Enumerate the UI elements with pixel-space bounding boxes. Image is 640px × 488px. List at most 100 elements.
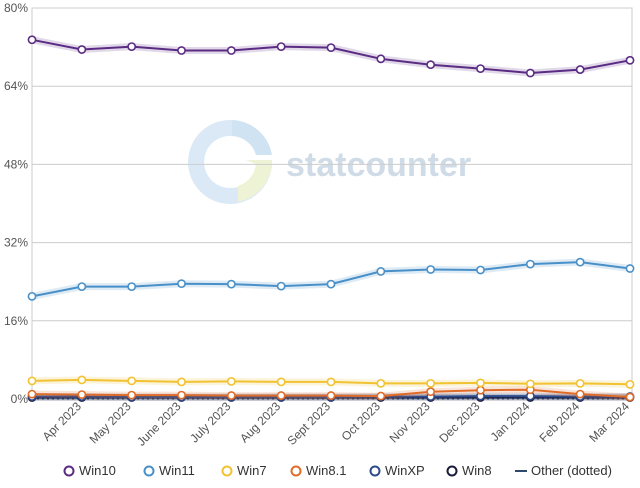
plot-border	[31, 7, 633, 400]
data-point[interactable]	[27, 376, 37, 386]
data-point[interactable]	[625, 392, 635, 402]
x-tick-label: Apr 2023	[40, 399, 85, 444]
legend-item[interactable]: WinXP	[369, 463, 425, 478]
data-point[interactable]	[525, 379, 535, 389]
legend-label: Win10	[79, 463, 116, 478]
data-point[interactable]	[77, 390, 87, 400]
statcounter-logo-icon	[188, 119, 273, 204]
x-tick-label: Oct 2023	[339, 399, 384, 444]
y-tick-label: 80%	[4, 1, 28, 15]
legend-item[interactable]: Win7	[221, 463, 267, 478]
data-point[interactable]	[575, 378, 585, 388]
legend-marker-icon	[446, 465, 458, 477]
legend-label: Win8	[462, 463, 492, 478]
data-point[interactable]	[426, 60, 436, 70]
y-axis: 0% 16% 32% 48% 64% 80%	[4, 1, 28, 406]
data-point[interactable]	[426, 378, 436, 388]
legend-marker-icon	[290, 465, 302, 477]
data-point[interactable]	[276, 377, 286, 387]
legend-item[interactable]: Other (dotted)	[515, 463, 612, 478]
data-point[interactable]	[376, 391, 386, 401]
data-point[interactable]	[376, 267, 386, 276]
legend-item[interactable]: Win10	[63, 463, 116, 478]
data-point[interactable]	[326, 391, 336, 400]
data-point[interactable]	[226, 377, 236, 386]
series-win10	[27, 35, 635, 78]
data-point[interactable]	[127, 42, 137, 52]
series-win7	[27, 375, 635, 389]
data-point[interactable]	[476, 64, 485, 74]
data-point[interactable]	[276, 42, 286, 52]
data-point[interactable]	[326, 43, 336, 52]
legend-marker-icon	[221, 465, 233, 477]
data-point[interactable]	[226, 391, 236, 400]
data-point[interactable]	[27, 35, 37, 45]
data-point[interactable]	[476, 265, 485, 275]
data-point[interactable]	[177, 279, 186, 289]
series-line	[31, 261, 631, 298]
watermark-text: statcounter	[286, 146, 471, 184]
x-tick-label: Nov 2023	[387, 399, 433, 445]
data-point[interactable]	[27, 291, 37, 301]
x-tick-label: May 2023	[87, 399, 134, 446]
data-point[interactable]	[326, 377, 336, 387]
data-point[interactable]	[525, 68, 535, 78]
data-point[interactable]	[276, 281, 286, 291]
grid	[31, 7, 633, 400]
data-point[interactable]	[77, 45, 87, 54]
x-tick-label: July 2023	[187, 399, 233, 445]
data-point[interactable]	[127, 282, 137, 291]
x-tick-label: Sept 2023	[285, 399, 334, 448]
legend-marker-icon	[143, 465, 155, 477]
legend-marker-icon	[63, 465, 75, 477]
data-point[interactable]	[226, 279, 236, 289]
data-point[interactable]	[226, 46, 236, 55]
x-tick-label: Feb 2024	[537, 399, 583, 445]
data-point[interactable]	[376, 378, 386, 388]
series-group	[27, 35, 635, 402]
legend[interactable]: Win10 Win11 Win7 Win8.1 WinXP Win8 Other (dott…	[63, 463, 612, 478]
x-tick-label: Dec 2023	[436, 399, 482, 445]
legend-label: WinXP	[385, 463, 425, 478]
data-point[interactable]	[77, 375, 87, 385]
data-point[interactable]	[77, 282, 87, 291]
data-point[interactable]	[575, 257, 585, 267]
y-tick-label: 16%	[4, 314, 28, 328]
data-point[interactable]	[27, 389, 37, 399]
legend-label: Win7	[237, 463, 267, 478]
data-point[interactable]	[426, 387, 436, 397]
legend-item[interactable]: Win11	[143, 463, 195, 478]
data-point[interactable]	[177, 377, 186, 387]
x-tick-label: Aug 2023	[237, 399, 283, 445]
data-point[interactable]	[177, 46, 186, 55]
legend-label: Win8.1	[306, 463, 346, 478]
data-point[interactable]	[127, 376, 137, 386]
x-axis: Apr 2023 May 2023 June 2023 July 2023 Aug 20…	[40, 399, 633, 449]
legend-marker-icon	[369, 465, 381, 477]
data-point[interactable]	[575, 389, 585, 399]
y-tick-label: 48%	[4, 157, 28, 171]
data-point[interactable]	[127, 390, 137, 400]
y-tick-label: 0%	[11, 392, 29, 406]
data-point[interactable]	[476, 385, 485, 395]
data-point[interactable]	[625, 55, 635, 65]
legend-item[interactable]: Win8	[446, 463, 492, 478]
statcounter-watermark: statcounter	[188, 119, 471, 204]
data-point[interactable]	[376, 54, 386, 64]
data-point[interactable]	[276, 391, 286, 400]
data-point[interactable]	[326, 279, 336, 289]
series-halo	[31, 258, 631, 300]
data-point[interactable]	[625, 379, 635, 389]
data-point[interactable]	[476, 378, 485, 388]
legend-label: Win11	[159, 463, 195, 478]
data-point[interactable]	[575, 65, 585, 74]
legend-item[interactable]: Win8.1	[290, 463, 347, 478]
x-tick-label: Mar 2024	[586, 399, 632, 445]
data-point[interactable]	[426, 265, 436, 274]
y-tick-label: 32%	[4, 236, 28, 250]
y-tick-label: 64%	[4, 79, 28, 93]
data-point[interactable]	[525, 259, 535, 269]
data-point[interactable]	[625, 264, 635, 273]
data-point[interactable]	[177, 390, 186, 400]
